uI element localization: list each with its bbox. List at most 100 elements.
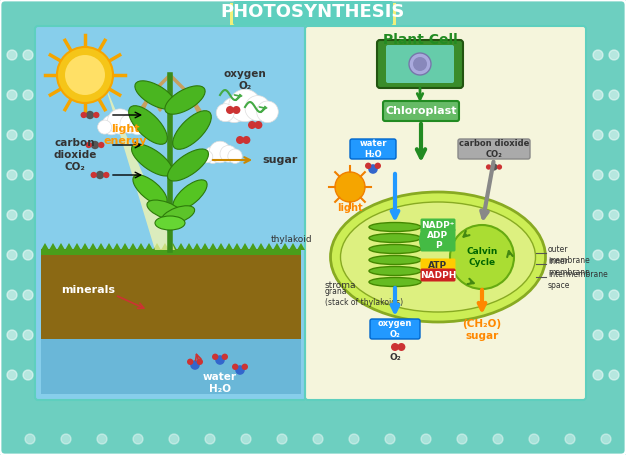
Circle shape bbox=[215, 355, 225, 365]
Bar bbox=[230, 3, 250, 25]
Text: oxygen
O₂: oxygen O₂ bbox=[378, 319, 412, 339]
Circle shape bbox=[23, 370, 33, 380]
Text: P: P bbox=[434, 241, 441, 249]
Polygon shape bbox=[105, 85, 175, 250]
Circle shape bbox=[222, 97, 247, 122]
Text: Chloroplast: Chloroplast bbox=[385, 106, 457, 116]
Ellipse shape bbox=[369, 278, 421, 287]
Circle shape bbox=[23, 90, 33, 100]
Text: oxygen
O₂: oxygen O₂ bbox=[223, 69, 267, 91]
Polygon shape bbox=[41, 243, 305, 255]
Circle shape bbox=[374, 162, 381, 169]
Circle shape bbox=[57, 47, 113, 103]
Circle shape bbox=[565, 434, 575, 444]
Bar bbox=[376, 3, 396, 25]
Ellipse shape bbox=[369, 244, 421, 253]
Circle shape bbox=[593, 50, 603, 60]
Circle shape bbox=[7, 210, 17, 220]
Circle shape bbox=[486, 164, 491, 170]
Text: minerals: minerals bbox=[61, 285, 115, 295]
Text: O₂: O₂ bbox=[389, 354, 401, 363]
Ellipse shape bbox=[147, 200, 183, 220]
Circle shape bbox=[593, 290, 603, 300]
FancyBboxPatch shape bbox=[458, 139, 530, 159]
Text: ATP: ATP bbox=[428, 261, 448, 269]
Circle shape bbox=[86, 111, 94, 119]
Circle shape bbox=[593, 370, 603, 380]
Circle shape bbox=[190, 360, 200, 370]
Circle shape bbox=[129, 118, 146, 135]
Circle shape bbox=[609, 330, 619, 340]
Text: NADP⁺: NADP⁺ bbox=[421, 221, 454, 229]
Ellipse shape bbox=[168, 149, 208, 181]
Circle shape bbox=[257, 101, 279, 122]
Circle shape bbox=[7, 370, 17, 380]
Circle shape bbox=[197, 359, 203, 365]
Circle shape bbox=[593, 130, 603, 140]
Text: water
H₂O: water H₂O bbox=[359, 139, 387, 159]
Ellipse shape bbox=[129, 106, 167, 144]
FancyBboxPatch shape bbox=[421, 238, 456, 252]
FancyBboxPatch shape bbox=[421, 228, 456, 242]
FancyBboxPatch shape bbox=[377, 40, 463, 88]
Ellipse shape bbox=[369, 222, 421, 232]
Circle shape bbox=[226, 106, 234, 114]
Circle shape bbox=[391, 343, 399, 351]
Circle shape bbox=[235, 365, 245, 375]
FancyBboxPatch shape bbox=[421, 268, 456, 282]
Text: stroma: stroma bbox=[325, 280, 356, 289]
Circle shape bbox=[609, 90, 619, 100]
Circle shape bbox=[98, 120, 111, 134]
Circle shape bbox=[120, 114, 140, 133]
Circle shape bbox=[490, 163, 498, 171]
Circle shape bbox=[7, 330, 17, 340]
Text: outer
membrane: outer membrane bbox=[548, 245, 590, 265]
Circle shape bbox=[313, 434, 323, 444]
Circle shape bbox=[609, 370, 619, 380]
Circle shape bbox=[216, 104, 234, 121]
Circle shape bbox=[23, 290, 33, 300]
Text: Plant Cell: Plant Cell bbox=[382, 33, 458, 47]
Ellipse shape bbox=[409, 53, 431, 75]
Circle shape bbox=[61, 434, 71, 444]
Circle shape bbox=[23, 210, 33, 220]
Circle shape bbox=[133, 434, 143, 444]
Circle shape bbox=[335, 172, 365, 202]
Circle shape bbox=[7, 250, 17, 260]
Ellipse shape bbox=[133, 175, 167, 205]
Circle shape bbox=[593, 250, 603, 260]
FancyBboxPatch shape bbox=[383, 101, 459, 121]
Text: intermembrane
space: intermembrane space bbox=[548, 270, 608, 290]
Text: inner
membrane: inner membrane bbox=[548, 257, 590, 277]
Bar bbox=[41, 339, 301, 394]
Ellipse shape bbox=[135, 81, 175, 109]
Circle shape bbox=[609, 290, 619, 300]
Circle shape bbox=[228, 89, 261, 121]
Circle shape bbox=[277, 434, 287, 444]
Ellipse shape bbox=[369, 233, 421, 243]
Circle shape bbox=[209, 141, 231, 163]
Circle shape bbox=[421, 434, 431, 444]
Circle shape bbox=[222, 354, 228, 360]
FancyBboxPatch shape bbox=[386, 45, 454, 83]
Circle shape bbox=[457, 434, 467, 444]
Text: thylakoid: thylakoid bbox=[270, 236, 312, 244]
Circle shape bbox=[7, 170, 17, 180]
Circle shape bbox=[98, 142, 105, 148]
Circle shape bbox=[450, 225, 514, 289]
Text: PHOTOSYNTHESIS: PHOTOSYNTHESIS bbox=[221, 3, 405, 21]
Circle shape bbox=[609, 170, 619, 180]
Text: ADP: ADP bbox=[428, 231, 449, 239]
Circle shape bbox=[205, 147, 221, 163]
FancyBboxPatch shape bbox=[233, 1, 393, 25]
Ellipse shape bbox=[165, 86, 205, 114]
Circle shape bbox=[365, 162, 371, 169]
Circle shape bbox=[242, 364, 248, 370]
Text: NADPH: NADPH bbox=[420, 271, 456, 279]
Text: carbon dioxide
CO₂: carbon dioxide CO₂ bbox=[459, 139, 529, 159]
Circle shape bbox=[593, 210, 603, 220]
Text: (CH₂O)
sugar: (CH₂O) sugar bbox=[463, 319, 501, 341]
Circle shape bbox=[593, 170, 603, 180]
Circle shape bbox=[205, 434, 215, 444]
Circle shape bbox=[349, 434, 359, 444]
